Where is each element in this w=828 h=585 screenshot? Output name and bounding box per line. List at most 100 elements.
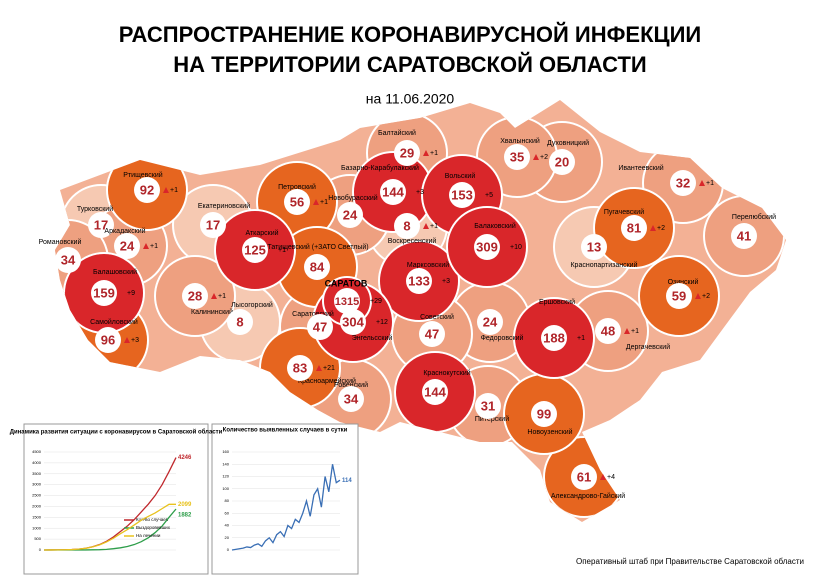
case-bubble: [338, 386, 364, 412]
y-tick-label: 3000: [32, 482, 42, 487]
y-tick-label: 20: [225, 535, 230, 540]
increase-icon: [650, 225, 656, 231]
y-tick-label: 160: [222, 449, 229, 454]
case-bubble: [337, 202, 363, 228]
case-bubble: [477, 309, 503, 335]
increase-icon: [369, 319, 375, 325]
case-increase: +1: [320, 199, 328, 206]
y-tick-label: 0: [227, 547, 230, 552]
district-name: Турковский: [77, 205, 113, 213]
increase-icon: [124, 337, 130, 343]
y-tick-label: 0: [39, 547, 42, 552]
case-increase: +1: [218, 293, 226, 300]
increase-icon: [423, 150, 429, 156]
case-count: 24: [343, 207, 358, 222]
y-tick-label: 80: [225, 498, 230, 503]
increase-icon: [570, 335, 576, 341]
case-count: 144: [424, 384, 446, 399]
case-bubble: [242, 237, 268, 263]
case-count: 153: [451, 187, 473, 202]
y-tick-label: 1500: [32, 514, 42, 519]
district-name: Новоузенский: [527, 428, 572, 436]
case-count: 13: [587, 239, 601, 254]
increase-icon: [699, 180, 705, 186]
case-increase: +3: [416, 189, 424, 196]
district-name: Екатериновский: [198, 202, 250, 210]
case-bubble: [227, 309, 253, 335]
case-bubble: [95, 327, 121, 353]
case-increase: +5: [485, 192, 493, 199]
case-bubble: [666, 283, 692, 309]
increase-icon: [533, 154, 539, 160]
case-count: 8: [236, 314, 243, 329]
case-count: 159: [93, 285, 115, 300]
case-count: 29: [400, 145, 414, 160]
district-name: Татищевский (+ЗАТО Светлый): [267, 243, 368, 251]
series-line: [43, 503, 177, 551]
district-name: Новобурасский: [328, 194, 378, 202]
increase-icon: [503, 244, 509, 250]
case-count: 41: [737, 228, 751, 243]
case-count: 92: [140, 182, 154, 197]
case-bubble: [91, 280, 117, 306]
y-tick-label: 4000: [32, 460, 42, 465]
y-tick-label: 40: [225, 523, 230, 528]
district-name: Балашовский: [93, 268, 137, 276]
y-tick-label: 3500: [32, 471, 42, 476]
district-name: Ровенский: [334, 381, 368, 389]
district-name: Марксовский: [407, 261, 449, 269]
case-count: 125: [244, 242, 266, 257]
case-bubble: [581, 234, 607, 260]
title: РАСПРОСТРАНЕНИЕ КОРОНАВИРУСНОЙ ИНФЕКЦИИ: [119, 22, 701, 47]
case-count: 8: [403, 218, 410, 233]
district-name: Ртищевский: [123, 171, 162, 179]
case-count: 304: [342, 314, 364, 329]
district-name: Краснокутский: [423, 369, 470, 377]
inset-frame: [23, 423, 209, 575]
district-name: Питерский: [475, 415, 509, 423]
case-bubble: [531, 401, 557, 427]
case-increase: +3: [442, 278, 450, 285]
increase-icon: [211, 293, 217, 299]
case-increase: +9: [127, 290, 135, 297]
case-count: 47: [425, 326, 439, 341]
end-label: 114: [342, 478, 352, 484]
case-bubble: [307, 314, 333, 340]
case-count: 34: [61, 252, 76, 267]
inset-frame: [211, 423, 359, 575]
district-name: Энгельсский: [352, 334, 393, 342]
district-name: Аркадакский: [104, 227, 145, 235]
increase-icon: [313, 199, 319, 205]
case-count: 24: [483, 314, 498, 329]
case-increase: +1: [150, 243, 158, 250]
case-count: 56: [290, 194, 304, 209]
case-count: 48: [601, 323, 615, 338]
end-label: 2099: [178, 502, 192, 508]
case-count: 83: [293, 360, 307, 375]
legend-label: Кол-во случаев: [136, 517, 169, 522]
case-bubble: [419, 321, 445, 347]
case-bubble: [670, 170, 696, 196]
case-count: 17: [94, 217, 108, 232]
district-name: Хвалынский: [500, 137, 540, 145]
case-bubble: [595, 318, 621, 344]
case-bubble: [406, 268, 432, 294]
district-name: Александрово-Гайский: [551, 492, 625, 500]
case-count: 61: [577, 469, 591, 484]
case-increase: +1: [631, 328, 639, 335]
district-name: Романовский: [39, 238, 82, 246]
case-count: 35: [510, 149, 524, 164]
district-name: Петровский: [278, 183, 316, 191]
case-bubble: [731, 223, 757, 249]
y-tick-label: 4500: [32, 449, 42, 454]
increase-icon: [695, 293, 701, 299]
increase-icon: [423, 223, 429, 229]
case-count: 1315: [335, 296, 359, 308]
end-label: 4246: [178, 455, 192, 461]
case-increase: +1: [430, 150, 438, 157]
case-count: 17: [206, 217, 220, 232]
district-name: САРАТОВ: [325, 278, 368, 288]
increase-icon: [435, 278, 441, 284]
case-increase: +1: [706, 180, 714, 187]
